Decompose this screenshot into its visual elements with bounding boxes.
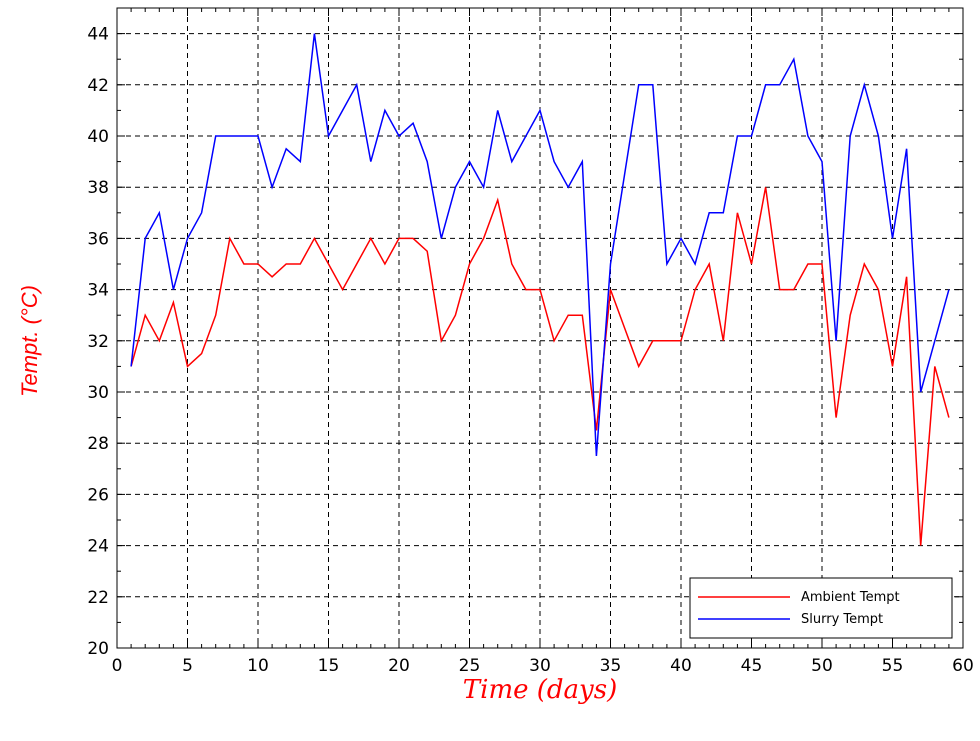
axes (116, 7, 964, 649)
grid (117, 8, 963, 649)
y-axis-label: Tempt. (°C) (17, 285, 42, 397)
y-tick-label: 24 (87, 537, 109, 557)
y-tick-label: 26 (87, 485, 109, 505)
y-tick-labels: 20 22 24 26 28 30 32 34 36 38 40 42 44 (87, 25, 109, 659)
legend-box (689, 577, 953, 639)
y-tick-label: 40 (87, 127, 109, 147)
y-tick-label: 30 (87, 383, 109, 403)
series-line-slurry (130, 33, 950, 457)
legend: Ambient Tempt Slurry Tempt (689, 577, 953, 639)
y-tick-label: 38 (87, 178, 109, 198)
legend-label-ambient: Ambient Tempt (801, 590, 900, 605)
series-lines (130, 33, 950, 546)
x-tick-label: 45 (741, 656, 763, 676)
y-tick-label: 20 (87, 639, 109, 659)
x-tick-label: 0 (112, 656, 123, 676)
y-tick-label: 44 (87, 25, 109, 45)
x-tick-label: 60 (952, 656, 974, 676)
y-tick-label: 22 (87, 588, 109, 608)
x-tick-label: 15 (318, 656, 340, 676)
y-tick-label: 32 (87, 332, 109, 352)
legend-label-slurry: Slurry Tempt (801, 612, 883, 627)
x-tick-label: 25 (459, 656, 481, 676)
x-tick-label: 55 (882, 656, 904, 676)
y-tick-label: 42 (87, 76, 109, 96)
x-axis-label: Time (days) (463, 675, 617, 705)
x-tick-label: 20 (388, 656, 410, 676)
x-tick-label: 5 (182, 656, 193, 676)
series-line-ambient (130, 187, 950, 546)
x-tick-label: 40 (670, 656, 692, 676)
x-tick-label: 35 (600, 656, 622, 676)
x-tick-label: 30 (529, 656, 551, 676)
x-tick-label: 50 (811, 656, 833, 676)
x-tick-labels: 0 5 10 15 20 25 30 35 40 45 50 55 60 (112, 656, 974, 676)
y-tick-label: 34 (87, 281, 109, 301)
x-tick-label: 10 (247, 656, 269, 676)
y-tick-label: 36 (87, 229, 109, 249)
y-tick-label: 28 (87, 434, 109, 454)
